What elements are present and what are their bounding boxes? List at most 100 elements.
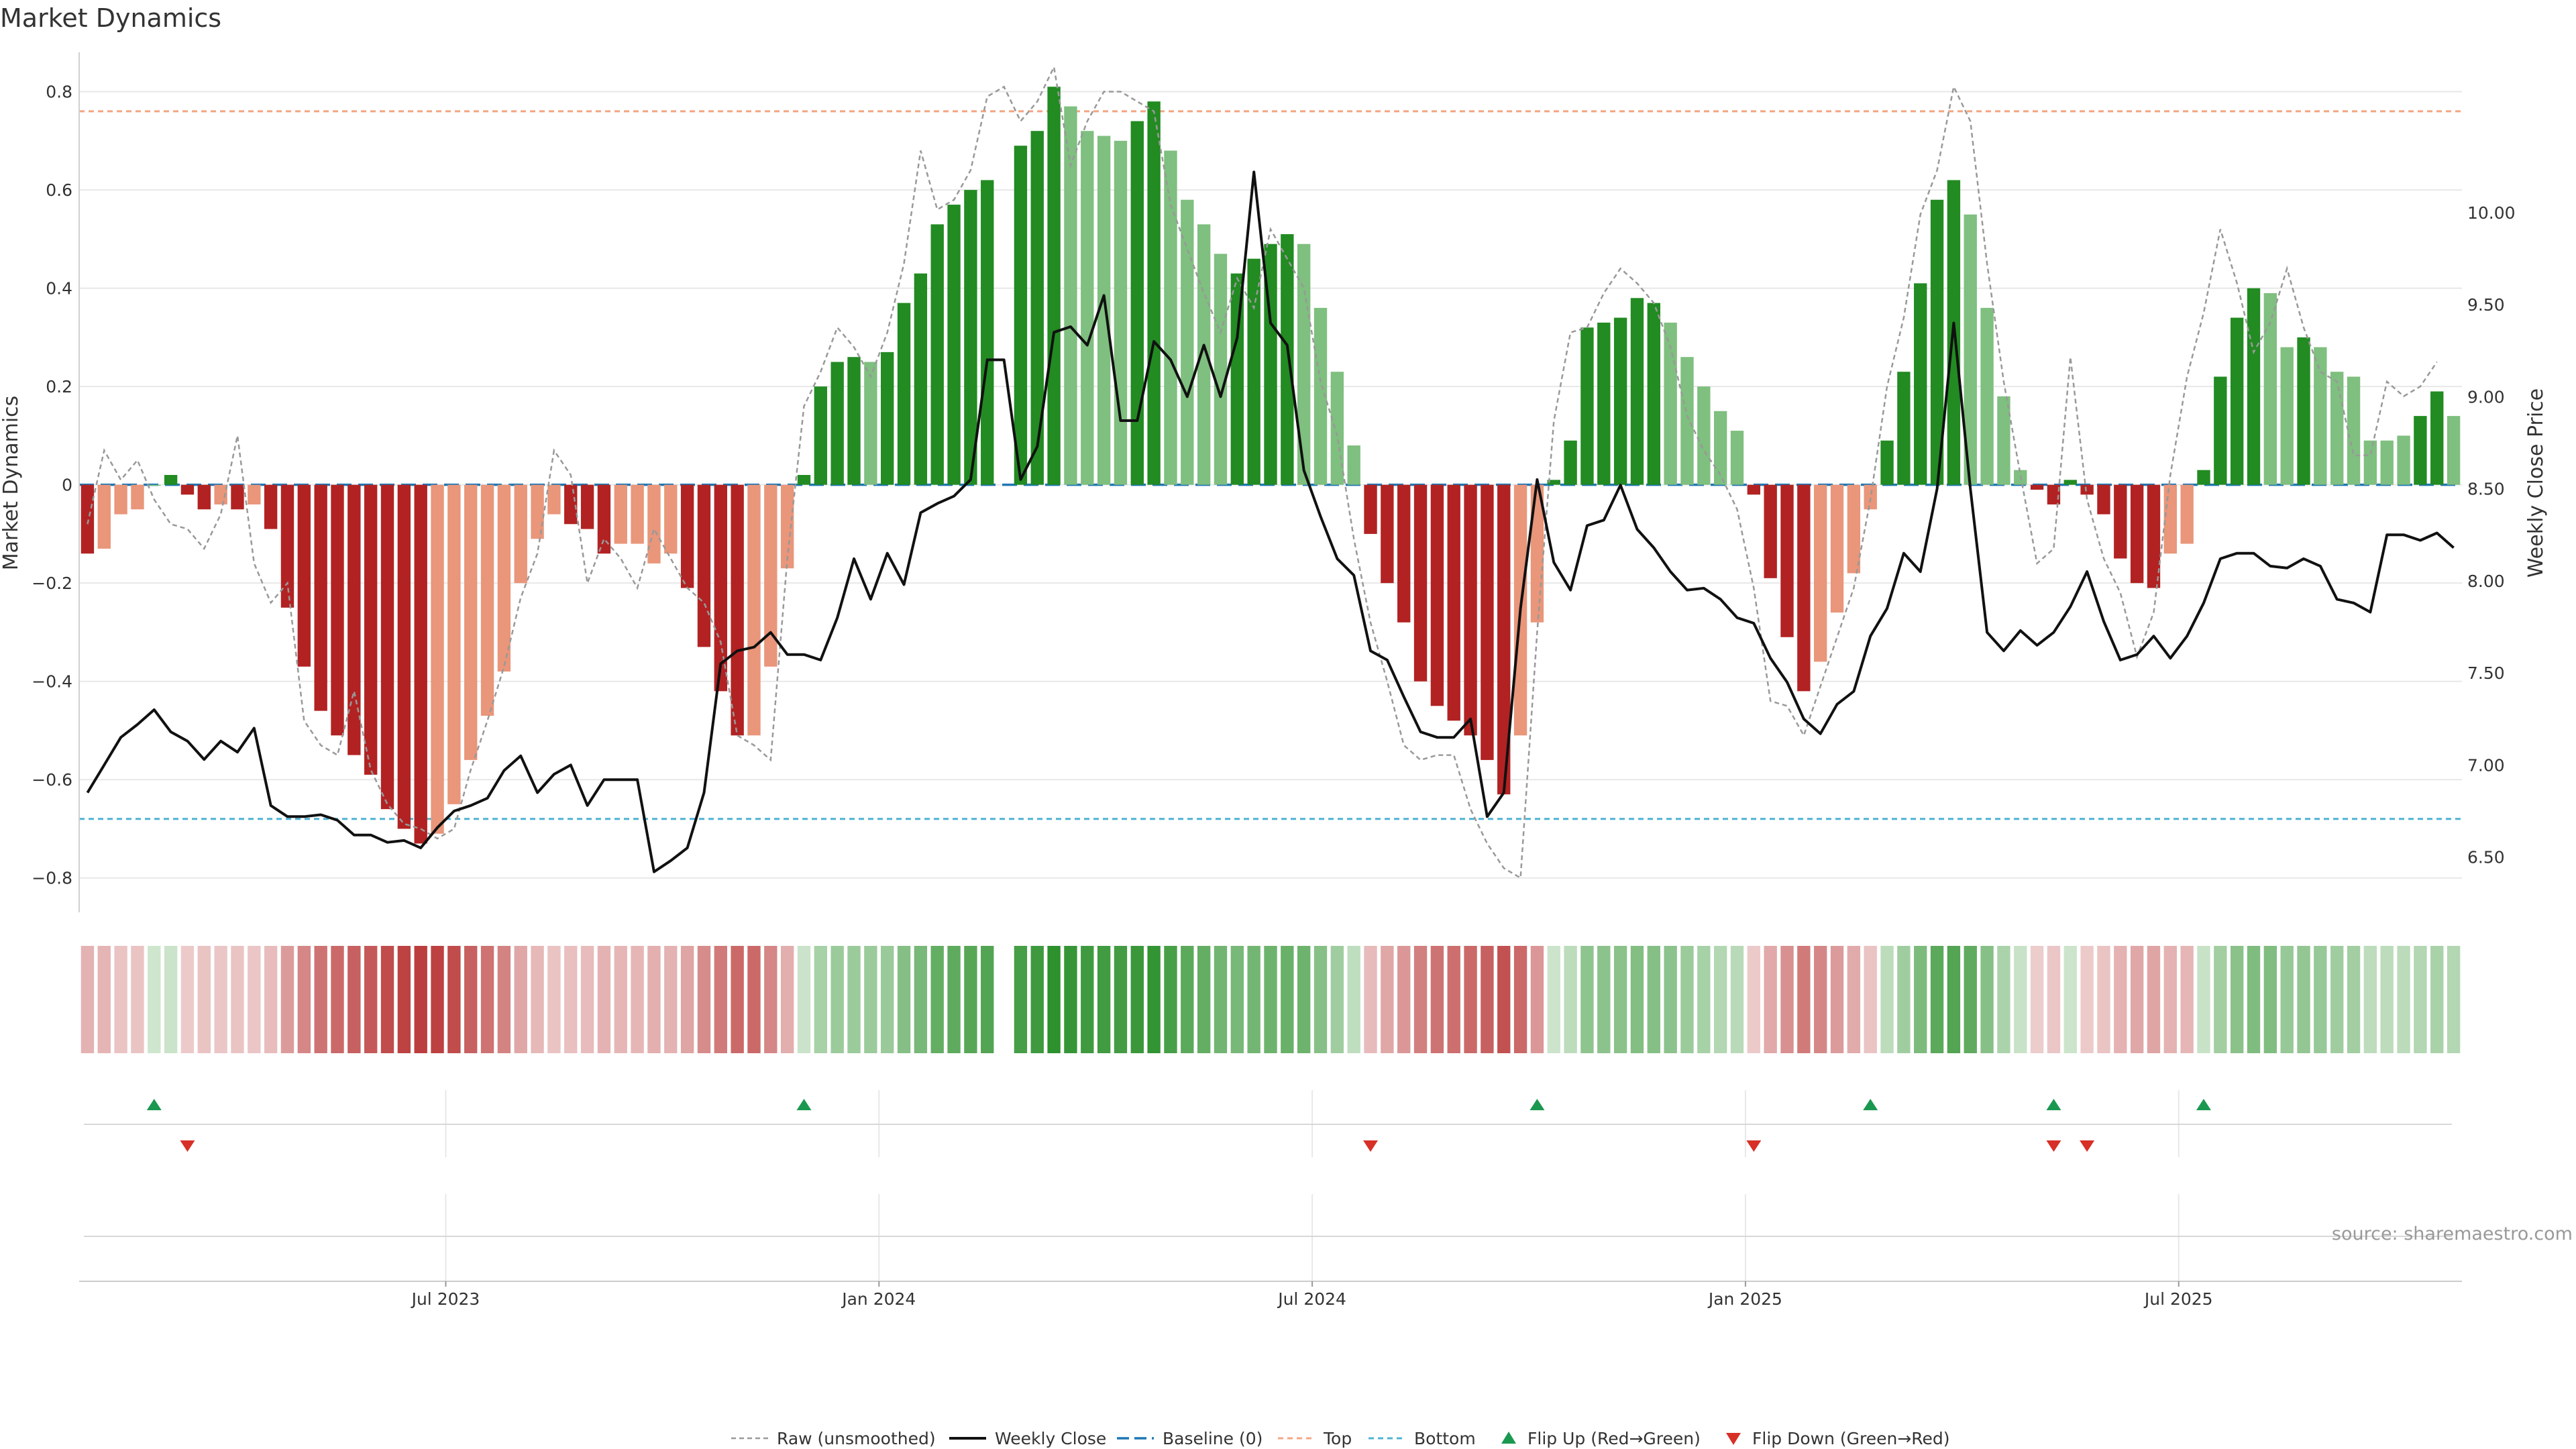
strip-cell <box>2397 946 2410 1053</box>
flip-up-marker <box>146 1099 162 1110</box>
strip-cell <box>1847 946 1861 1053</box>
strip-cell <box>764 946 777 1053</box>
dynamics-bar <box>214 484 227 504</box>
dynamics-bar <box>1497 484 1511 795</box>
left-tick-label: 0.6 <box>46 180 72 200</box>
dynamics-bar <box>364 484 378 775</box>
right-tick-label: 7.00 <box>2467 755 2505 775</box>
right-tick-label: 6.50 <box>2467 848 2505 867</box>
dynamics-bar <box>1647 303 1660 485</box>
dynamics-bar <box>180 484 195 495</box>
dynamics-bar <box>464 484 478 760</box>
strip-cell <box>1980 946 1994 1053</box>
right-tick-label: 8.50 <box>2467 480 2505 499</box>
dynamics-bar <box>881 352 894 485</box>
strip-cell <box>497 946 511 1053</box>
strip-cell <box>680 946 694 1053</box>
dynamics-bar <box>847 357 861 485</box>
strip-cell <box>464 946 478 1053</box>
dynamics-bar <box>1847 484 1861 574</box>
strip-cell <box>264 946 278 1053</box>
dynamics-bar <box>2280 347 2294 485</box>
strip-cell <box>2197 946 2210 1053</box>
dynamics-bar <box>1613 317 1627 485</box>
strip-cell <box>1247 946 1260 1053</box>
strip-cell <box>1547 946 1560 1053</box>
legend-label: Flip Up (Red→Green) <box>1527 1429 1701 1448</box>
strip-cell <box>797 946 811 1053</box>
strip-cell <box>1430 946 1444 1053</box>
weekly-close-line <box>86 170 2455 873</box>
strip-cell <box>1097 946 1111 1053</box>
dynamics-bar <box>2414 416 2427 485</box>
strip-cell <box>547 946 561 1053</box>
dynamics-bar <box>2130 484 2144 584</box>
dynamics-bar <box>2247 288 2261 485</box>
legend: Raw (unsmoothed) Weekly Close Baseline (0)… <box>731 1429 1950 1448</box>
source-note: source: sharemaestro.com <box>2332 1224 2573 1244</box>
strip-cell <box>397 946 411 1053</box>
dynamics-bar <box>164 475 178 485</box>
dynamics-bar <box>397 484 411 829</box>
strip-cell <box>2247 946 2261 1053</box>
dynamics-bar <box>1980 307 1994 485</box>
dynamics-bar <box>2197 470 2210 485</box>
strip-cell <box>97 946 111 1053</box>
dynamics-bar <box>2230 317 2244 485</box>
dynamics-bar <box>447 484 461 804</box>
strip-cell <box>1397 946 1411 1053</box>
dynamics-bar <box>1364 484 1377 534</box>
legend-swatch-flip-down <box>1726 1433 1741 1445</box>
strip-cell <box>914 946 928 1053</box>
dynamics-bar <box>1313 307 1328 485</box>
strip-cell <box>1313 946 1328 1053</box>
strip-cell <box>480 946 494 1053</box>
dynamics-bar <box>1747 484 1761 495</box>
chart-title: Market Dynamics <box>0 3 221 33</box>
legend-label: Bottom <box>1414 1429 1476 1448</box>
dynamics-bar <box>2097 484 2110 515</box>
dynamics-bar <box>580 484 594 529</box>
dynamics-bar <box>2447 416 2461 485</box>
legend-label: Top <box>1323 1429 1352 1448</box>
dynamics-bar <box>248 484 261 504</box>
right-axis: 10.00 9.50 9.00 8.50 8.00 7.50 7.00 6.50 <box>2467 203 2516 867</box>
dynamics-bar <box>1347 445 1360 485</box>
strip-cell <box>1513 946 1527 1053</box>
strip-cell <box>1613 946 1627 1053</box>
dynamics-bar <box>1780 484 1794 637</box>
right-tick-label: 9.50 <box>2467 295 2505 315</box>
dynamics-bar <box>1481 484 1494 760</box>
close-series <box>86 170 2455 873</box>
dynamics-bar <box>1464 484 1477 736</box>
strip-cell <box>930 946 944 1053</box>
dynamics-bar <box>1230 273 1244 485</box>
dynamics-bar <box>2430 391 2444 485</box>
strip-cell <box>881 946 894 1053</box>
strip-cell <box>2063 946 2077 1053</box>
flip-down-marker <box>1746 1140 1762 1152</box>
strip-cell <box>431 946 444 1053</box>
dynamics-bar <box>981 180 994 485</box>
strip-cell <box>1047 946 1061 1053</box>
dynamics-bar <box>2397 435 2410 485</box>
dynamics-bar <box>531 484 544 539</box>
flip-markers-panel <box>84 1090 2452 1157</box>
raw-series <box>87 64 2438 879</box>
strip-cell <box>2114 946 2127 1053</box>
flip-up-marker <box>1863 1099 1878 1110</box>
dynamics-bar <box>1930 199 1944 485</box>
legend-label: Raw (unsmoothed) <box>777 1429 936 1448</box>
dynamics-bar <box>2080 484 2094 495</box>
left-tick-label: 0.8 <box>46 83 72 102</box>
dynamics-bar <box>1997 396 2010 485</box>
strip-cell <box>1664 946 1677 1053</box>
dynamics-bar <box>114 484 127 515</box>
strip-cell <box>114 946 127 1053</box>
strip-cell <box>864 946 877 1053</box>
strip-cell <box>2130 946 2144 1053</box>
strip-cell <box>248 946 261 1053</box>
left-axis: 0.8 0.6 0.4 0.2 0 −0.2 −0.4 −0.6 −0.8 <box>32 52 80 912</box>
right-tick-label: 7.50 <box>2467 663 2505 683</box>
strip-cell <box>2097 946 2110 1053</box>
